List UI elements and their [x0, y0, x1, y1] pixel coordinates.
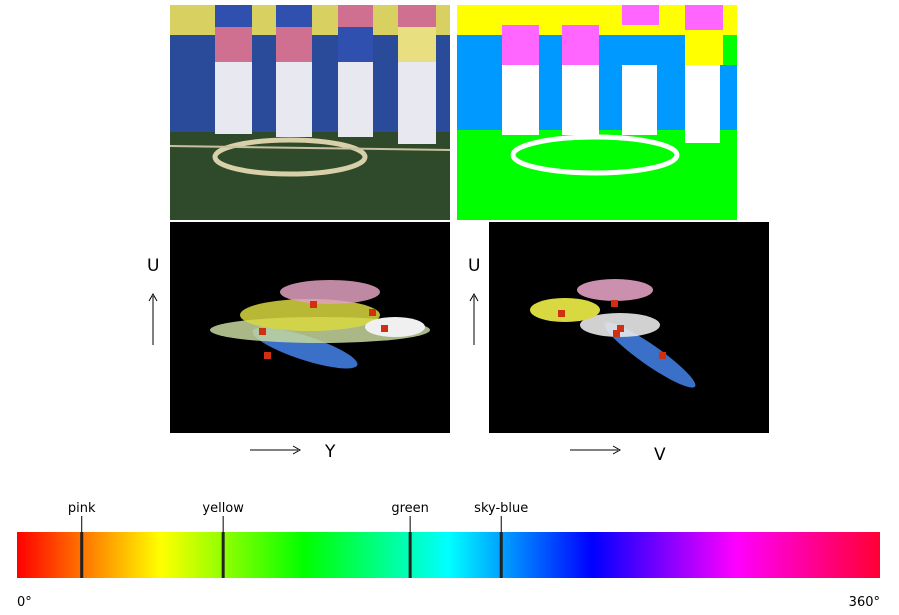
color-scatter	[170, 222, 450, 433]
figure: U Y U V 0° 360° pink yellow green sky-blue	[0, 0, 899, 615]
tick-label: 0°	[17, 595, 32, 610]
marker-label: yellow	[202, 501, 244, 516]
tick-label: 360°	[849, 595, 880, 610]
camera-photo	[170, 5, 450, 220]
axis-label: V	[654, 445, 666, 465]
segmented-image	[457, 5, 737, 220]
marker-label: sky-blue	[474, 501, 528, 516]
marker-label: pink	[68, 501, 96, 516]
hue-bar: 0° 360° pink yellow green sky-blue	[17, 501, 880, 610]
axis-label: U	[147, 256, 159, 276]
hue-gradient	[17, 532, 880, 578]
color-scatter	[489, 222, 769, 433]
marker-label: green	[391, 501, 429, 516]
axis-label: Y	[324, 442, 336, 462]
axis-label: U	[468, 256, 480, 276]
